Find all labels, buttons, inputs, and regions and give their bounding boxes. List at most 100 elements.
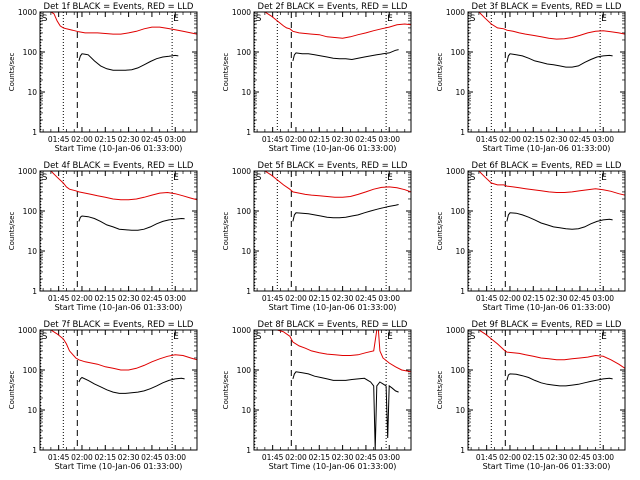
panel-1: Det 1f BLACK = Events, RED = LLD 1 10 100 10… bbox=[8, 2, 198, 153]
y-axis-label: Counts/sec bbox=[8, 53, 16, 92]
x-axis-label: Start Time (10-Jan-06 01:33:00) bbox=[55, 303, 183, 312]
y-tick-label: 100 bbox=[451, 48, 466, 57]
lld-series-line bbox=[264, 330, 411, 373]
lld-series-line bbox=[478, 171, 625, 196]
panel-data bbox=[50, 12, 197, 71]
x-tick-label: 02:00 bbox=[285, 135, 307, 144]
start-marker-label: S bbox=[256, 332, 262, 342]
y-tick-label: 100 bbox=[23, 366, 38, 375]
x-tick-label: 03:00 bbox=[378, 453, 400, 462]
y-axis-label: Counts/sec bbox=[222, 53, 230, 92]
x-tick-label: 02:45 bbox=[141, 135, 163, 144]
y-tick-label: 10 bbox=[455, 247, 465, 256]
x-tick-label: 02:15 bbox=[522, 135, 544, 144]
x-tick-label: 02:00 bbox=[499, 294, 521, 303]
plot-frame bbox=[39, 11, 198, 133]
x-tick-label: 02:30 bbox=[332, 294, 354, 303]
end-marker-label: E bbox=[387, 14, 393, 24]
panel-data bbox=[264, 330, 411, 450]
x-tick-label: 02:30 bbox=[332, 453, 354, 462]
x-tick-label: 02:30 bbox=[118, 135, 140, 144]
panel-title: Det 3f BLACK = Events, RED = LLD bbox=[472, 2, 622, 12]
y-tick-label: 10 bbox=[27, 88, 37, 97]
x-tick-label: 01:45 bbox=[476, 135, 498, 144]
plot-frame bbox=[39, 329, 198, 451]
x-tick-label: 02:30 bbox=[546, 294, 568, 303]
panel-title: Det 8f BLACK = Events, RED = LLD bbox=[258, 320, 408, 330]
y-axis-label: Counts/sec bbox=[222, 212, 230, 251]
y-tick-label: 1000 bbox=[446, 8, 465, 17]
x-tick-label: 01:45 bbox=[476, 453, 498, 462]
lld-series-line bbox=[478, 12, 625, 40]
y-tick-label: 1000 bbox=[446, 326, 465, 335]
start-marker-label: S bbox=[470, 332, 476, 342]
y-tick-label: 10 bbox=[241, 406, 251, 415]
x-tick-label: 02:45 bbox=[569, 135, 591, 144]
events-series-line bbox=[506, 53, 613, 68]
y-tick-label: 1000 bbox=[232, 167, 251, 176]
y-tick-label: 1000 bbox=[18, 326, 37, 335]
lld-series-line bbox=[50, 330, 197, 371]
x-tick-label: 02:15 bbox=[308, 135, 330, 144]
y-axis-label: Counts/sec bbox=[222, 371, 230, 410]
y-axis-label: Counts/sec bbox=[436, 53, 444, 92]
x-tick-label: 02:45 bbox=[141, 453, 163, 462]
panel-7: Det 7f BLACK = Events, RED = LLD 1 10 100 10… bbox=[8, 320, 198, 471]
x-tick-label: 03:00 bbox=[592, 294, 614, 303]
y-tick-label: 100 bbox=[237, 207, 252, 216]
x-tick-label: 01:45 bbox=[48, 294, 70, 303]
x-tick-label: 03:00 bbox=[592, 453, 614, 462]
start-marker-label: S bbox=[42, 332, 48, 342]
x-tick-label: 02:30 bbox=[546, 135, 568, 144]
x-tick-label: 01:45 bbox=[262, 135, 284, 144]
x-tick-label: 03:00 bbox=[378, 294, 400, 303]
x-tick-label: 03:00 bbox=[164, 294, 186, 303]
events-series-line bbox=[506, 212, 613, 230]
panel-data bbox=[478, 12, 625, 68]
x-axis-label: Start Time (10-Jan-06 01:33:00) bbox=[269, 462, 397, 471]
plot-frame bbox=[467, 11, 626, 133]
x-tick-label: 02:30 bbox=[332, 135, 354, 144]
y-axis-label: Counts/sec bbox=[8, 371, 16, 410]
x-tick-label: 02:45 bbox=[355, 294, 377, 303]
end-marker-label: E bbox=[387, 332, 393, 342]
x-tick-label: 02:15 bbox=[308, 294, 330, 303]
panel-title: Det 5f BLACK = Events, RED = LLD bbox=[258, 161, 408, 171]
panel-6: Det 6f BLACK = Events, RED = LLD 1 10 100 10… bbox=[436, 161, 626, 312]
x-tick-label: 02:00 bbox=[499, 135, 521, 144]
plot-frame bbox=[467, 170, 626, 292]
x-tick-label: 03:00 bbox=[164, 453, 186, 462]
x-tick-label: 02:15 bbox=[94, 135, 116, 144]
end-marker-label: E bbox=[173, 332, 179, 342]
plot-frame bbox=[253, 329, 412, 451]
lld-series-line bbox=[264, 12, 411, 39]
panel-data bbox=[478, 171, 625, 230]
y-tick-label: 1 bbox=[460, 446, 465, 455]
end-marker-label: E bbox=[387, 173, 393, 183]
panel-title: Det 4f BLACK = Events, RED = LLD bbox=[44, 161, 194, 171]
x-axis-label: Start Time (10-Jan-06 01:33:00) bbox=[55, 462, 183, 471]
panel-3: Det 3f BLACK = Events, RED = LLD 1 10 100 10… bbox=[436, 2, 626, 153]
y-axis-label: Counts/sec bbox=[436, 371, 444, 410]
x-axis-label: Start Time (10-Jan-06 01:33:00) bbox=[55, 144, 183, 153]
lld-series-line bbox=[50, 12, 197, 35]
plot-frame bbox=[39, 170, 198, 292]
x-tick-label: 02:00 bbox=[285, 453, 307, 462]
panel-data bbox=[264, 12, 411, 62]
start-marker-label: S bbox=[256, 14, 262, 24]
y-tick-label: 1 bbox=[32, 128, 37, 137]
events-series-line bbox=[78, 215, 185, 231]
x-tick-label: 02:00 bbox=[71, 294, 93, 303]
y-tick-label: 1 bbox=[246, 287, 251, 296]
x-tick-label: 01:45 bbox=[48, 135, 70, 144]
x-tick-label: 02:45 bbox=[355, 135, 377, 144]
x-tick-label: 02:15 bbox=[94, 294, 116, 303]
plot-frame bbox=[467, 329, 626, 451]
y-tick-label: 1 bbox=[460, 128, 465, 137]
y-tick-label: 100 bbox=[237, 48, 252, 57]
x-tick-label: 02:15 bbox=[522, 453, 544, 462]
y-tick-label: 100 bbox=[23, 48, 38, 57]
start-marker-label: S bbox=[42, 173, 48, 183]
y-tick-label: 10 bbox=[27, 406, 37, 415]
y-tick-label: 1000 bbox=[446, 167, 465, 176]
